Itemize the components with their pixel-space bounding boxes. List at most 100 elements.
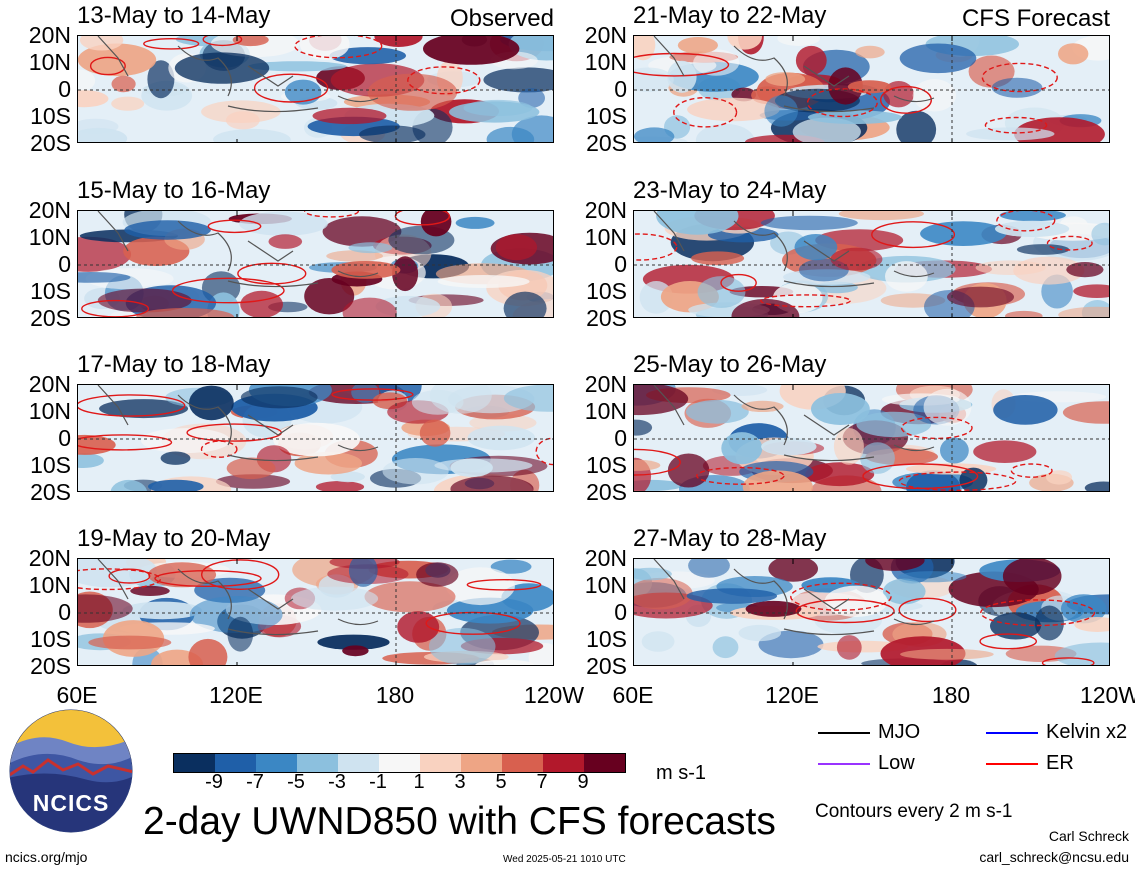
- wind-anomaly-patch: [78, 453, 104, 468]
- x-tick-label: 120E: [765, 682, 819, 708]
- wind-anomaly-patch: [329, 47, 406, 65]
- y-tick-label: 0: [58, 599, 71, 625]
- wind-anomaly-patch: [367, 73, 458, 111]
- y-tick-label: 20S: [30, 479, 71, 505]
- wind-anomaly-patch: [382, 458, 449, 485]
- wind-anomaly-patch: [213, 128, 291, 142]
- legend-label: MJO: [878, 721, 921, 743]
- panel-title: 13-May to 14-May: [77, 2, 271, 29]
- er-contour: [207, 219, 262, 234]
- wind-anomaly-patch: [695, 123, 755, 142]
- site-link[interactable]: ncics.org/mjo: [5, 849, 88, 865]
- legend-line: [986, 732, 1038, 734]
- x-tick-label: 60E: [56, 682, 98, 708]
- wind-anomaly-patch: [741, 400, 784, 412]
- wind-anomaly-patch: [794, 234, 838, 261]
- er-contour: [795, 598, 895, 624]
- y-tick-label: 10N: [584, 572, 627, 598]
- er-contour: [634, 52, 730, 77]
- wind-anomaly-patch: [437, 275, 530, 288]
- y-tick-label: 20N: [28, 22, 71, 48]
- er-contour: [996, 211, 1056, 232]
- panel-title: 21-May to 22-May: [633, 2, 827, 29]
- wind-anomaly-patch: [315, 481, 365, 491]
- er-contour: [407, 66, 481, 95]
- wind-anomaly-patch: [688, 559, 730, 578]
- wind-anomaly-patch: [445, 567, 515, 606]
- wind-anomaly-patch: [450, 458, 493, 477]
- er-contour: [535, 437, 553, 466]
- colorbar-swatch: [297, 754, 338, 772]
- wind-anomaly-patch: [686, 399, 749, 424]
- map-panel: [633, 35, 1110, 143]
- wind-anomaly-patch: [79, 36, 124, 51]
- wind-anomaly-patch: [455, 216, 495, 229]
- x-tick-label: 120E: [209, 682, 263, 708]
- y-tick-label: 10S: [30, 452, 71, 478]
- wind-anomaly-patch: [975, 260, 1046, 275]
- wind-anomaly-patch: [966, 127, 1055, 141]
- y-tick-label: 0: [614, 425, 627, 451]
- y-tick-label: 20N: [28, 545, 71, 571]
- wind-anomaly-patch: [838, 211, 924, 221]
- wind-anomaly-patch: [174, 52, 270, 84]
- map-panel: [633, 210, 1110, 318]
- er-contour: [294, 36, 383, 59]
- y-tick-label: 20S: [30, 653, 71, 679]
- coastline: [653, 211, 935, 288]
- er-contour: [425, 611, 521, 635]
- coastline: [97, 559, 379, 636]
- y-tick-label: 0: [58, 251, 71, 277]
- wind-anomaly-patch: [761, 437, 817, 456]
- wind-anomaly-patch: [634, 567, 672, 581]
- panel-tag: Observed: [449, 5, 554, 32]
- wind-anomaly-patch: [764, 95, 798, 127]
- y-tick-label: 0: [58, 76, 71, 102]
- y-tick-label: 10S: [30, 278, 71, 304]
- logo-text: NCICS: [32, 790, 110, 816]
- er-contour: [900, 416, 973, 440]
- wind-anomaly-patch: [215, 474, 291, 489]
- er-contour: [720, 273, 757, 292]
- x-tick-label: 120W: [523, 682, 585, 708]
- wind-anomaly-patch: [226, 457, 276, 480]
- er-contour: [304, 211, 359, 218]
- colorbar-tick-label: 7: [536, 771, 548, 793]
- y-tick-label: 0: [614, 76, 627, 102]
- y-tick-label: 10N: [584, 49, 627, 75]
- wind-anomaly-patch: [634, 127, 675, 142]
- wind-anomaly-patch: [240, 386, 318, 409]
- wind-anomaly-patch: [1058, 306, 1109, 317]
- email[interactable]: carl_schreck@ncsu.edu: [979, 849, 1129, 865]
- chart-title: 2-day UWND850 with CFS forecasts: [143, 800, 776, 843]
- wind-anomaly-patch: [374, 36, 423, 47]
- wind-anomaly-patch: [1073, 284, 1109, 298]
- y-tick-label: 10N: [584, 224, 627, 250]
- colorbar-tick-label: 1: [413, 771, 425, 793]
- legend-line: [986, 763, 1038, 765]
- wind-anomaly-patch: [130, 585, 170, 596]
- er-contour: [200, 559, 280, 591]
- y-tick-label: 20S: [30, 305, 71, 331]
- wind-anomaly-patch: [830, 247, 883, 271]
- wind-anomaly-patch: [1002, 559, 1062, 596]
- wind-anomaly-patch: [475, 659, 535, 665]
- map-panel: [77, 384, 554, 492]
- wind-anomaly-patch: [359, 125, 426, 142]
- wind-anomaly-patch: [900, 648, 994, 660]
- y-tick-label: 10S: [30, 626, 71, 652]
- y-tick-label: 10S: [586, 452, 627, 478]
- legend-line: [818, 732, 870, 734]
- x-tick-label: 180: [375, 682, 415, 708]
- wind-anomaly-patch: [490, 559, 532, 574]
- wind-anomaly-patch: [990, 612, 1041, 640]
- wind-anomaly-patch: [136, 308, 235, 317]
- coastline: [97, 385, 379, 462]
- wind-anomaly-patch: [923, 388, 972, 426]
- wind-anomaly-patch: [865, 559, 925, 571]
- er-contour: [790, 582, 892, 611]
- panel-title: 19-May to 20-May: [77, 525, 271, 552]
- wind-anomaly-patch: [189, 596, 283, 633]
- wind-anomaly-patch: [148, 479, 204, 491]
- ncics-logo: NCICS: [8, 708, 134, 834]
